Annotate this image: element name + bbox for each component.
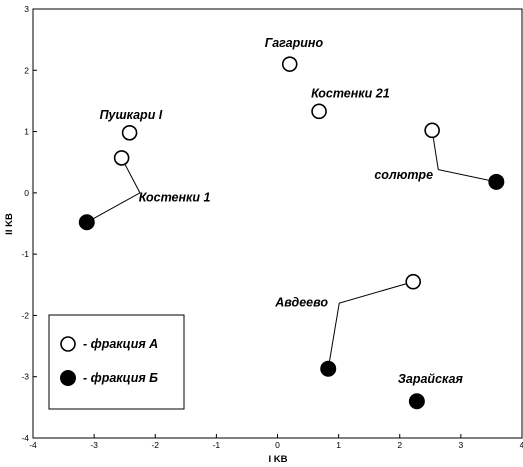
x-tick-label: -4 <box>29 440 37 450</box>
y-tick-label: -3 <box>21 372 29 382</box>
point-label: Костенки 21 <box>311 86 390 100</box>
y-tick-label: 2 <box>24 65 29 75</box>
x-axis-label: I KB <box>269 454 288 465</box>
point-labels: Гагарино Костенки 21 Пушкари I Костенки 1 со… <box>100 36 464 386</box>
callout-lines <box>86 130 497 369</box>
axis-ticks: -4 -3 -2 -1 0 1 2 3 4 -4 -3 -2 -1 0 1 2 3 <box>21 4 523 450</box>
data-points <box>78 56 505 410</box>
x-tick-label: -3 <box>90 440 98 450</box>
y-tick-label: -1 <box>21 249 29 259</box>
open-data-point <box>113 150 130 166</box>
point-label: Гагарино <box>265 36 324 50</box>
x-tick-label: 4 <box>520 440 523 450</box>
callout-line <box>86 157 141 223</box>
x-tick-label: 0 <box>275 440 280 450</box>
point-label: Зарайская <box>398 372 464 386</box>
x-tick-label: 1 <box>336 440 341 450</box>
x-tick-label: -1 <box>213 440 221 450</box>
point-label: Пушкари I <box>100 108 163 122</box>
filled-data-point <box>78 214 95 231</box>
point-label: солютре <box>374 168 433 182</box>
x-tick-label: 2 <box>397 440 402 450</box>
callout-line <box>431 130 497 183</box>
x-tick-label: 3 <box>459 440 464 450</box>
open-data-point <box>405 273 421 290</box>
legend-label-b: - фракция Б <box>83 371 158 385</box>
x-tick-label: -2 <box>151 440 159 450</box>
open-data-point <box>311 103 327 120</box>
legend-label-a: - фракция А <box>83 337 158 351</box>
y-tick-label: 1 <box>24 127 29 137</box>
filled-data-point <box>320 360 337 377</box>
point-label: Авдеево <box>274 296 328 310</box>
y-tick-label: -2 <box>21 310 29 320</box>
callout-line <box>327 281 414 369</box>
legend: - фракция А - фракция Б <box>48 314 185 410</box>
open-data-point <box>121 124 138 141</box>
point-label: Костенки 1 <box>139 190 211 204</box>
y-tick-label: -4 <box>21 433 29 443</box>
open-data-point <box>424 122 440 139</box>
y-axis-label: II KB <box>4 213 15 235</box>
y-tick-label: 3 <box>24 4 29 14</box>
legend-open-marker-icon <box>60 336 76 352</box>
y-tick-label: 0 <box>24 188 29 198</box>
open-data-point <box>281 56 298 72</box>
filled-data-point <box>408 393 425 410</box>
legend-box <box>48 314 185 410</box>
filled-data-point <box>488 173 505 190</box>
legend-filled-marker-icon <box>60 370 76 386</box>
